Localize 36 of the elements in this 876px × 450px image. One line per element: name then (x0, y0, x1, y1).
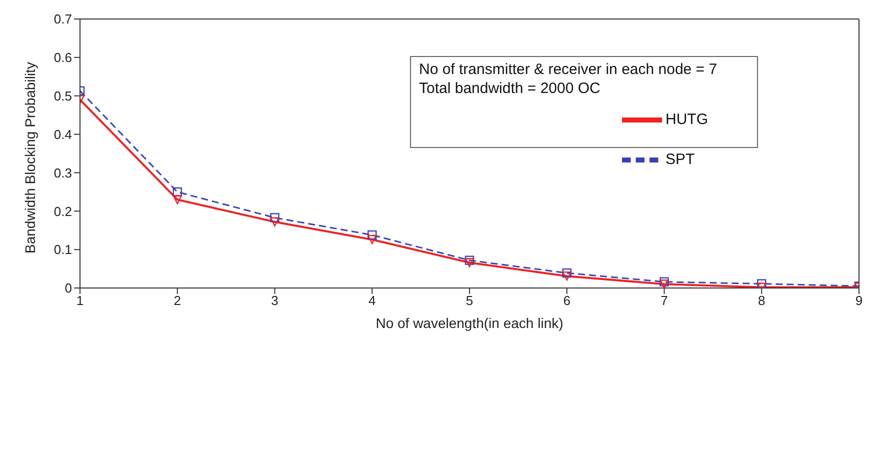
legend-label: HUTG (666, 110, 708, 128)
y-tick-label: 0.2 (54, 204, 72, 219)
point (464, 258, 474, 268)
x-tick-label: 3 (271, 293, 278, 308)
x-axis-title: No of wavelength(in each link) (376, 315, 564, 331)
y-tick-label: 0.3 (54, 165, 72, 180)
legend-label: SPT (666, 150, 695, 168)
point (172, 195, 182, 204)
x-tick-label: 1 (76, 293, 84, 308)
point (660, 277, 669, 286)
point (562, 268, 572, 278)
point (368, 234, 377, 244)
y-tick-label: 0 (64, 280, 72, 296)
x-tick-label: 7 (660, 293, 668, 308)
point (368, 230, 377, 240)
x-tick-label: 8 (758, 293, 766, 308)
point (270, 213, 280, 222)
point (464, 256, 474, 265)
y-tick-label: 0.1 (54, 242, 72, 258)
point (172, 187, 182, 197)
y-tick-label: 0.5 (54, 88, 72, 104)
y-axis-title: Bandwidth Blocking Probability (22, 62, 38, 254)
point (270, 217, 280, 227)
x-tick-label: 5 (466, 293, 474, 308)
x-tick-label: 9 (855, 293, 863, 308)
y-tick-label: 0.6 (54, 50, 72, 66)
x-tick-label: 2 (174, 293, 181, 308)
x-tick-label: 6 (563, 293, 570, 308)
point (757, 279, 766, 288)
point (660, 280, 669, 288)
point (562, 271, 572, 281)
annotation: No of transmitter & receiver in each node = 7 (419, 60, 718, 79)
x-tick-label: 4 (368, 293, 376, 308)
y-tick-label: 0.7 (54, 12, 72, 27)
y-tick-label: 0.4 (54, 126, 72, 142)
annotation: Total bandwidth = 2000 OC (419, 79, 602, 98)
